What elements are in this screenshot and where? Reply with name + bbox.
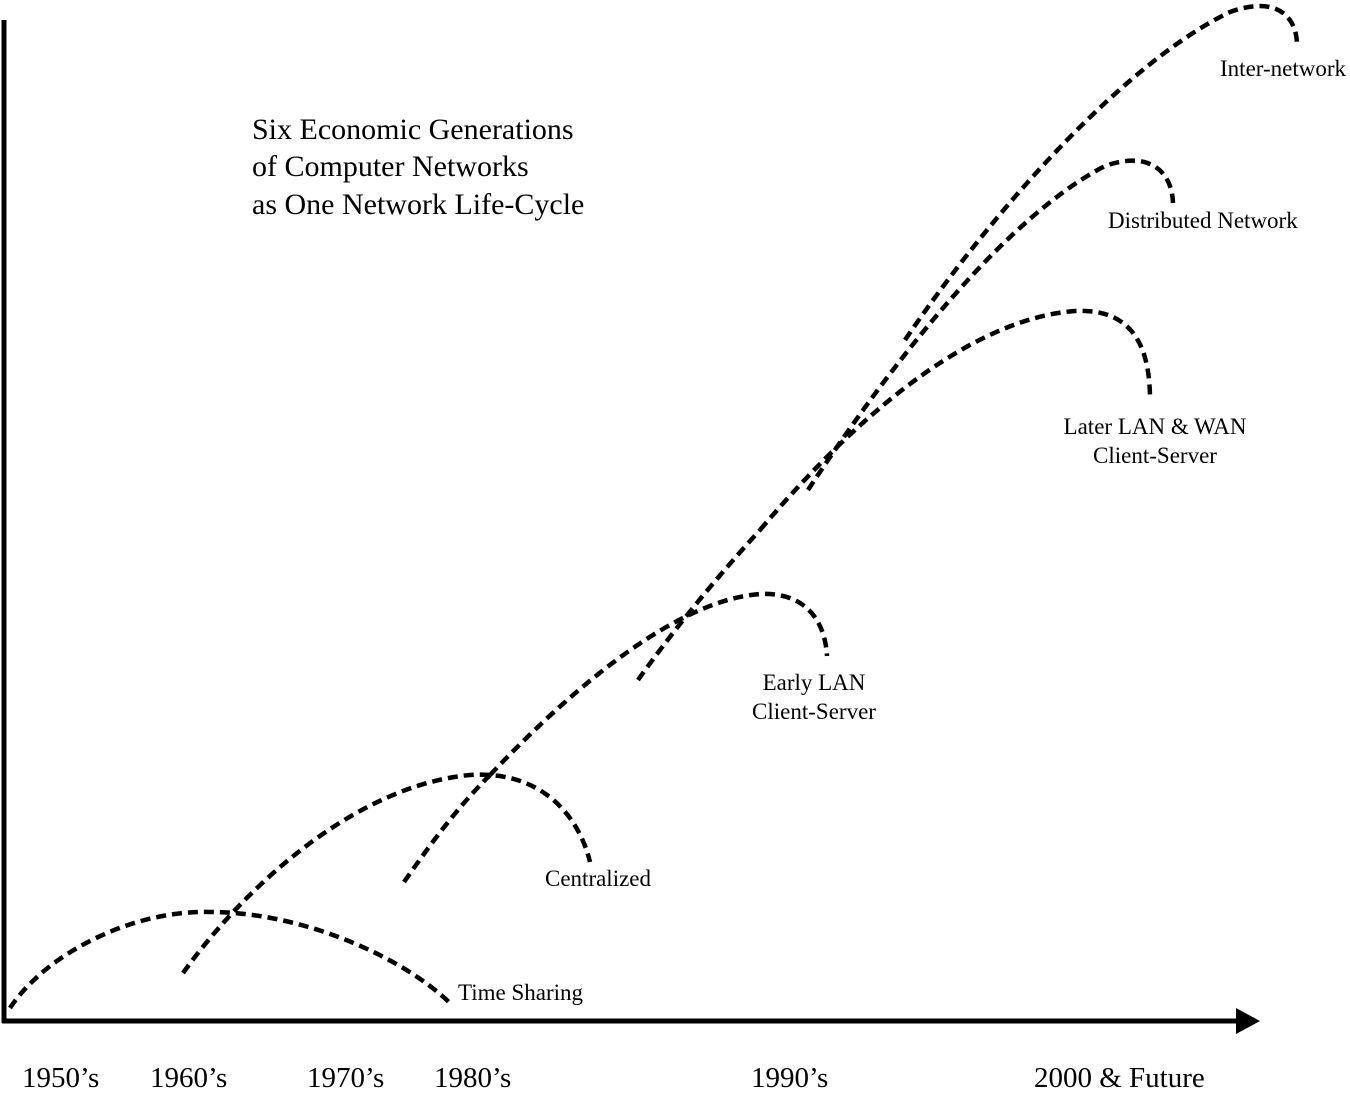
- curve-early-lan: [488, 591, 830, 777]
- x-axis-arrowhead: [1236, 1008, 1260, 1034]
- curve-later-lan-wan: [758, 308, 1153, 532]
- curve-distributed-network: [806, 158, 1176, 492]
- era-label-1990s: 1990’s: [751, 1062, 828, 1094]
- era-label-1980s: 1980’s: [434, 1062, 511, 1094]
- title-line-3: as One Network Life-Cycle: [252, 188, 584, 221]
- curve-centralized: [181, 772, 593, 975]
- curve-inter-network: [903, 3, 1300, 342]
- era-label-1960s: 1960’s: [150, 1062, 227, 1094]
- title-line-1: Six Economic Generations: [252, 113, 574, 146]
- label-inter-network: Inter-network: [1220, 56, 1346, 81]
- curve-early-lan-tail: [636, 528, 762, 682]
- label-distributed-network: Distributed Network: [1108, 208, 1298, 233]
- era-label-1970s: 1970’s: [307, 1062, 384, 1094]
- curve-centralized-tail: [402, 773, 492, 884]
- label-centralized: Centralized: [545, 866, 652, 891]
- label-later-lan-wan-line-1: Later LAN & WAN: [1064, 414, 1247, 439]
- label-early-lan-line-1: Early LAN: [763, 670, 866, 695]
- era-label-2000-future: 2000 & Future: [1034, 1062, 1205, 1094]
- label-time-sharing: Time Sharing: [458, 980, 584, 1005]
- label-early-lan-line-2: Client-Server: [752, 699, 876, 724]
- era-label-1950s: 1950’s: [22, 1062, 99, 1094]
- label-later-lan-wan-line-2: Client-Server: [1093, 443, 1217, 468]
- curve-time-sharing: [8, 909, 452, 1010]
- title-line-2: of Computer Networks: [252, 150, 529, 183]
